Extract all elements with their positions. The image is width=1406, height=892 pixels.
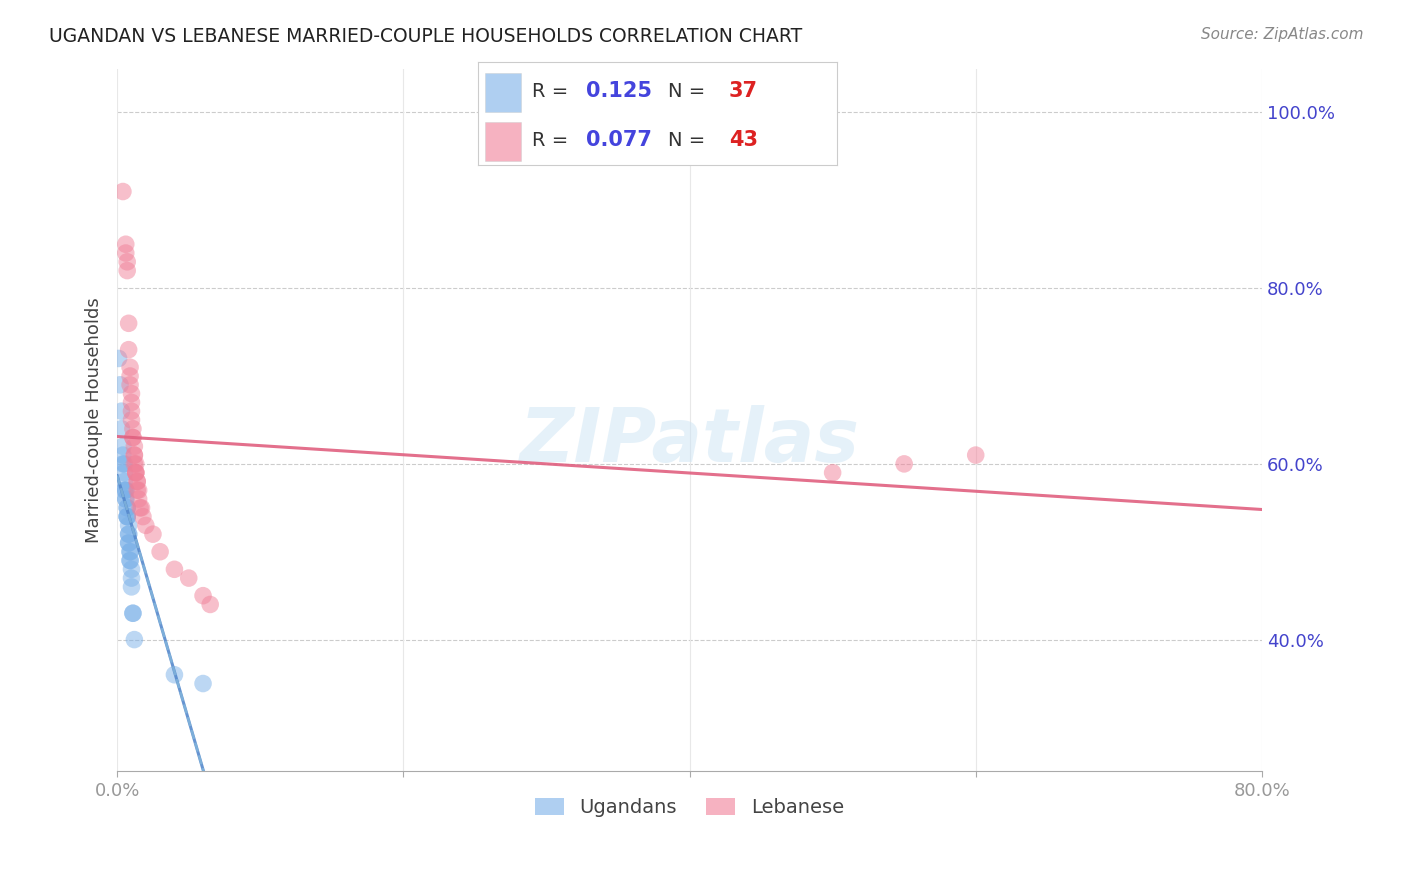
Point bbox=[893, 457, 915, 471]
Point bbox=[114, 491, 136, 506]
Bar bbox=[485, 122, 522, 161]
Point bbox=[112, 457, 135, 471]
Point bbox=[112, 466, 135, 480]
Point bbox=[120, 377, 142, 392]
Point bbox=[114, 483, 136, 498]
Point bbox=[120, 553, 142, 567]
Point bbox=[111, 448, 134, 462]
Point bbox=[821, 466, 844, 480]
Point bbox=[110, 422, 132, 436]
Text: N =: N = bbox=[668, 131, 711, 150]
Text: R =: R = bbox=[531, 82, 574, 101]
Point bbox=[122, 606, 145, 620]
Point bbox=[122, 422, 145, 436]
Point bbox=[125, 457, 148, 471]
Point bbox=[114, 237, 136, 252]
Point bbox=[121, 395, 143, 409]
Point bbox=[115, 255, 138, 269]
Point bbox=[112, 483, 135, 498]
Point bbox=[115, 263, 138, 277]
Text: N =: N = bbox=[668, 82, 711, 101]
Point bbox=[117, 527, 139, 541]
Point bbox=[115, 509, 138, 524]
Point bbox=[142, 527, 165, 541]
Point bbox=[111, 185, 134, 199]
Legend: Ugandans, Lebanese: Ugandans, Lebanese bbox=[527, 790, 852, 825]
Point bbox=[117, 527, 139, 541]
Point bbox=[110, 404, 132, 418]
Point bbox=[117, 316, 139, 330]
Point bbox=[121, 580, 143, 594]
Text: 0.077: 0.077 bbox=[585, 130, 651, 151]
Point bbox=[121, 386, 143, 401]
Point bbox=[127, 475, 149, 489]
Text: 43: 43 bbox=[728, 130, 758, 151]
Point bbox=[122, 430, 145, 444]
Point bbox=[124, 439, 146, 453]
Point bbox=[117, 536, 139, 550]
Point bbox=[120, 553, 142, 567]
Point bbox=[107, 351, 129, 366]
Point bbox=[120, 545, 142, 559]
Point bbox=[135, 518, 157, 533]
Point bbox=[121, 413, 143, 427]
Point bbox=[125, 466, 148, 480]
Point bbox=[127, 483, 149, 498]
Point bbox=[163, 667, 186, 681]
Point bbox=[114, 491, 136, 506]
Point bbox=[131, 500, 153, 515]
Point bbox=[120, 545, 142, 559]
Point bbox=[122, 430, 145, 444]
Point bbox=[128, 483, 150, 498]
Point bbox=[112, 475, 135, 489]
Bar bbox=[485, 73, 522, 112]
Point bbox=[111, 457, 134, 471]
Point bbox=[121, 562, 143, 576]
Point bbox=[191, 589, 214, 603]
Text: R =: R = bbox=[531, 131, 574, 150]
Text: 37: 37 bbox=[728, 81, 758, 101]
Text: ZIPatlas: ZIPatlas bbox=[520, 405, 859, 477]
Y-axis label: Married-couple Households: Married-couple Households bbox=[86, 297, 103, 543]
Point bbox=[111, 439, 134, 453]
Point bbox=[124, 632, 146, 647]
Point bbox=[127, 475, 149, 489]
Point bbox=[121, 404, 143, 418]
Point bbox=[120, 360, 142, 375]
Point bbox=[108, 377, 131, 392]
Point bbox=[115, 509, 138, 524]
Text: Source: ZipAtlas.com: Source: ZipAtlas.com bbox=[1201, 27, 1364, 42]
Point bbox=[198, 598, 221, 612]
Point bbox=[117, 343, 139, 357]
Point bbox=[129, 500, 152, 515]
Point bbox=[125, 466, 148, 480]
Point bbox=[163, 562, 186, 576]
Point bbox=[132, 509, 155, 524]
Point bbox=[177, 571, 200, 585]
Point bbox=[115, 500, 138, 515]
Point bbox=[125, 466, 148, 480]
Point bbox=[191, 676, 214, 690]
Point bbox=[114, 246, 136, 260]
Point bbox=[124, 448, 146, 462]
Point bbox=[114, 483, 136, 498]
Point bbox=[124, 457, 146, 471]
Point bbox=[117, 536, 139, 550]
Point bbox=[124, 448, 146, 462]
Point bbox=[149, 545, 172, 559]
Point bbox=[128, 491, 150, 506]
Point bbox=[965, 448, 987, 462]
Point bbox=[115, 500, 138, 515]
Point bbox=[121, 571, 143, 585]
Text: UGANDAN VS LEBANESE MARRIED-COUPLE HOUSEHOLDS CORRELATION CHART: UGANDAN VS LEBANESE MARRIED-COUPLE HOUSE… bbox=[49, 27, 803, 45]
Point bbox=[117, 518, 139, 533]
Point bbox=[122, 606, 145, 620]
Point bbox=[115, 509, 138, 524]
Point bbox=[120, 369, 142, 384]
Text: 0.125: 0.125 bbox=[585, 81, 651, 101]
